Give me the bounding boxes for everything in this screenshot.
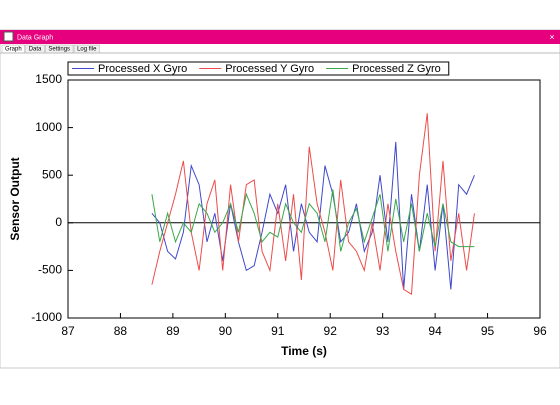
data-line	[151, 141, 475, 290]
y-tick-label: 0	[55, 215, 62, 229]
legend-box	[67, 61, 450, 76]
y-tick-label: 500	[42, 167, 62, 181]
tab-label[interactable]: Data	[29, 47, 42, 53]
window-title: Data Graph	[17, 34, 53, 41]
x-tick-label: 92	[324, 324, 338, 338]
y-axis-label: Sensor Output	[8, 157, 22, 240]
close-button[interactable]: ×	[549, 32, 554, 42]
plot-frame	[67, 79, 541, 319]
tab[interactable]: Settings	[45, 44, 74, 54]
x-tick-label: 95	[481, 324, 495, 338]
tab-label[interactable]: Log file	[77, 47, 97, 53]
title-bar	[0, 30, 560, 44]
y-tick-label: 1500	[35, 72, 62, 86]
x-tick-label: 88	[114, 324, 128, 338]
tab[interactable]: Graph	[1, 44, 25, 54]
y-tick-label: 1000	[35, 120, 62, 134]
data-line	[151, 189, 475, 252]
tab[interactable]: Log file	[73, 44, 100, 54]
window-icon	[3, 31, 14, 42]
legend-label: Processed Y Gyro	[225, 63, 314, 75]
tab-bar: Graph Data Settings Log file	[1, 44, 100, 54]
x-tick-label: 96	[533, 324, 547, 338]
x-tick-label: 91	[271, 324, 285, 338]
legend: Processed X Gyro Processed Y Gyro Processe…	[67, 61, 450, 76]
data-line	[151, 113, 475, 296]
legend-label: Processed Z Gyro	[352, 63, 441, 75]
plot: -1000 -500 0 500 1000 1500 87 88 89 90 91 92 93 94 95 9…	[8, 61, 547, 358]
x-axis-label: Time (s)	[281, 344, 327, 358]
y-tick-label: -1000	[31, 310, 62, 324]
tab-label[interactable]: Settings	[48, 47, 70, 53]
x-tick-label: 87	[61, 324, 75, 338]
x-tick-label: 94	[428, 324, 442, 338]
tab[interactable]: Data	[25, 44, 45, 54]
x-tick-label: 93	[376, 324, 390, 338]
y-tick-label: -500	[38, 263, 62, 277]
x-tick-label: 89	[166, 324, 180, 338]
legend-label: Processed X Gyro	[98, 63, 187, 75]
tab-label[interactable]: Graph	[5, 47, 22, 53]
x-tick-label: 90	[219, 324, 233, 338]
